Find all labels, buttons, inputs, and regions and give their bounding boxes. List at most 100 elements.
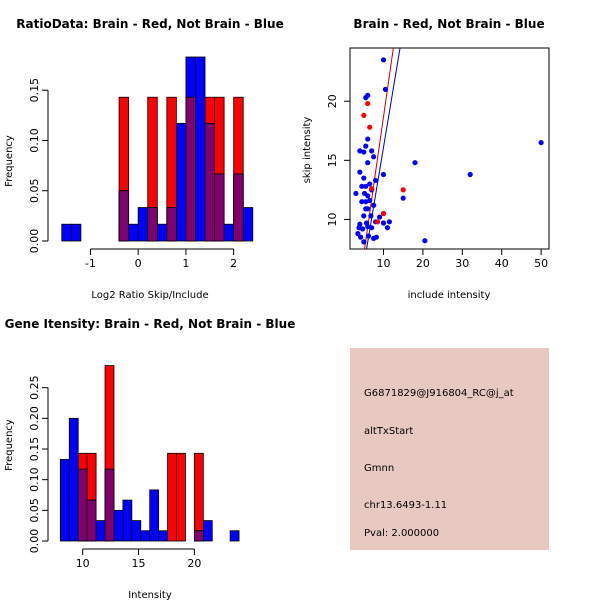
scatter-x-tick-label: 30 [455,257,469,270]
brain-point [374,219,381,225]
gene-intensity-axes: 10 15 20 0.00 0.05 0.10 0.15 0.20 0.25 [28,375,201,570]
scatter-x-tick-label: 50 [534,257,548,270]
not-brain-point [361,213,367,219]
ratio-blue-bar [223,223,235,242]
not-brain-point [369,148,375,154]
ratio-histogram-ylabel: Frequency [4,135,15,187]
scatter-x-tick-label: 20 [416,257,430,270]
ratio-overlap-bar [214,173,225,242]
ratio-y-tick-label: 0.00 [28,229,41,254]
ratio-blue-bar [195,56,206,242]
not-brain-point [467,171,473,178]
ratio-y-tick-label: 0.15 [28,78,41,103]
scatter-ylabel: skip intensity [302,117,313,184]
not-brain-point [353,190,359,197]
intensity-x-tick-label: 15 [132,557,146,570]
scatter-title: Brain - Red, Not Brain - Blue [353,17,544,31]
brain-point [380,210,387,217]
not-brain-point [365,136,371,142]
not-brain-point [412,160,418,166]
ratio-histogram-xlabel: Log2 Ratio Skip/Include [91,290,208,301]
intensity-blue-bar [131,520,142,542]
intensity-y-tick-label: 0.15 [28,437,41,462]
gene-intensity-histogram-panel: Gene Itensity: Brain - Red, Not Brain - … [4,317,295,600]
intensity-overlap-bar [77,468,88,542]
scatter-fit-lines [364,47,401,250]
intensity-red-bar [176,452,186,542]
not-brain-point [365,223,371,230]
not-brain-point [357,221,363,227]
not-brain-point [363,199,369,205]
intensity-overlap-bar [104,468,115,542]
brain-point [367,124,373,130]
not-brain-point [365,193,371,199]
info-panel-background [350,348,549,550]
not-brain-point [355,231,361,237]
not-brain-point [357,148,363,154]
intensity-x-tick-label: 20 [187,557,201,570]
scatter-points [353,57,544,245]
ratio-histogram-axes: -1 0 1 2 0.00 0.05 0.10 0.15 [28,78,237,270]
not-brain-point [386,219,393,225]
ratio-overlap-bar [204,122,215,242]
intensity-y-tick-label: 0.05 [28,498,41,523]
intensity-y-tick-label: 0.25 [28,375,41,400]
intensity-blue-bar [59,459,70,542]
ratio-blue-bar [70,223,82,242]
gene-intensity-xlabel: Intensity [128,590,172,600]
ratio-x-tick-label: -1 [85,257,96,270]
not-brain-point [359,183,365,189]
scatter-plot-box [349,47,550,250]
gene-intensity-title: Gene Itensity: Brain - Red, Not Brain - … [5,317,296,331]
intensity-blue-bar [122,499,133,542]
scatter-xlabel: include intensity [408,290,491,301]
intensity-blue-bar [229,530,240,542]
not-brain-point [384,225,391,231]
intensity-scatter-panel: Brain - Red, Not Brain - Blue 10 20 30 40 50… [302,17,550,301]
brain-point [369,186,375,192]
scatter-y-tick-label: 10 [326,212,339,226]
not-brain-point [367,181,373,187]
ratio-overlap-bar [147,207,158,242]
ratio-histogram-bars [61,56,254,242]
ratio-y-tick-label: 0.05 [28,178,41,203]
ratio-blue-bar [156,223,168,242]
intensity-overlap-bar [86,499,97,542]
intensity-x-tick-label: 10 [76,557,90,570]
ratio-overlap-bar [166,207,177,242]
ratio-overlap-bar [118,190,130,242]
ratio-blue-bar [242,207,254,242]
not-brain-point [361,175,367,181]
not-brain-point [400,195,406,201]
not-brain-point [373,234,380,240]
not-brain-point [376,214,383,220]
not-brain-point [380,171,387,178]
ratio-blue-bar [128,223,139,242]
intensity-blue-bar [140,530,151,542]
not-brain-point [369,225,375,231]
ratio-blue-bar [61,223,72,242]
location-text: chr13.6493-1.11 [364,500,447,511]
gene-name-text: Gmnn [364,463,394,474]
intensity-y-tick-label: 0.10 [28,467,41,492]
ratio-overlap-bar [185,96,196,242]
ratio-x-tick-label: 2 [230,257,237,270]
not-brain-point [371,202,377,208]
not-brain-point [363,183,369,189]
intensity-y-tick-label: 0.00 [28,529,41,554]
intensity-blue-bar [158,530,168,542]
intensity-overlap-bar [193,530,204,542]
not-brain-point [365,92,371,98]
gene-intensity-ylabel: Frequency [4,419,15,471]
gene-intensity-bars [59,365,240,542]
intensity-red-bar [167,452,177,542]
not-brain-point [382,86,389,92]
ratio-y-tick-label: 0.10 [28,128,41,153]
ratio-x-tick-label: 1 [182,257,189,270]
not-brain-point [365,233,372,239]
ratio-blue-bar [137,207,149,242]
intensity-y-tick-label: 0.20 [28,406,41,431]
intensity-blue-bar [202,520,213,542]
brain-point [361,112,367,118]
intensity-blue-bar [149,489,160,542]
